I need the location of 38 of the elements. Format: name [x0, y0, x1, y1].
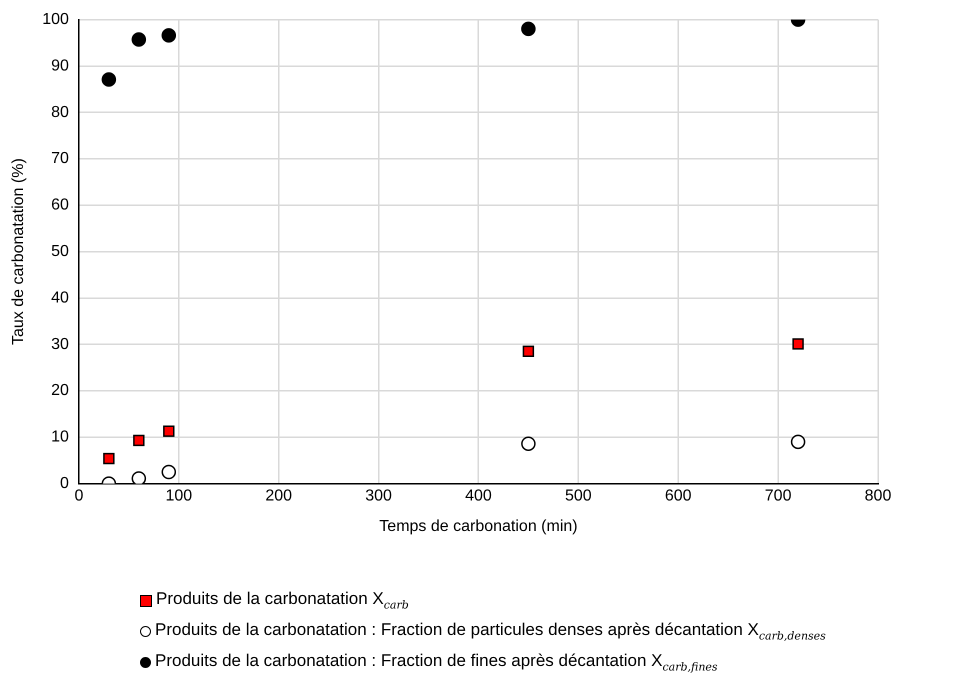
x-tick-label: 400 — [465, 488, 492, 505]
y-tick-label: 40 — [51, 289, 69, 306]
y-tick-label: 100 — [42, 11, 69, 28]
point — [133, 434, 145, 446]
y-tick-label: 80 — [51, 104, 69, 121]
x-tick-label: 300 — [365, 488, 392, 505]
x-axis-title: Temps de carbonation (min) — [379, 518, 578, 535]
y-tick-label: 90 — [51, 57, 69, 74]
point — [162, 28, 176, 43]
x-tick-label: 600 — [664, 488, 692, 505]
y-tick-label: 20 — [51, 382, 69, 400]
legend-label: Produits de la carbonatation : Fraction de fines après décantation X$_{carb,fines}$ — [155, 651, 718, 674]
y-tick-label: 50 — [51, 243, 69, 260]
y-tick-label: 60 — [51, 196, 69, 214]
point — [163, 425, 174, 437]
point — [790, 434, 806, 450]
legend-label: Produits de la carbonatation : Fraction de particules denses après décantation X$_{carb,denses}$ — [155, 620, 826, 643]
legend-label: Produits de la carbonatation X$_{carb}$ — [156, 589, 409, 612]
point — [102, 72, 116, 87]
y-tick-label: 10 — [51, 428, 69, 446]
x-tick-label: 500 — [564, 488, 592, 505]
point — [103, 452, 115, 464]
point — [792, 338, 804, 350]
y-tick-label: 0 — [60, 475, 69, 492]
x-tick-label: 800 — [864, 488, 892, 505]
point — [521, 436, 536, 451]
point — [522, 346, 534, 358]
x-tick-label: 0 — [74, 488, 84, 505]
point — [521, 22, 536, 36]
y-tick-label: 30 — [51, 336, 69, 353]
x-tick-label: 100 — [165, 488, 192, 505]
x-tick-label: 700 — [764, 488, 792, 505]
point — [132, 471, 146, 484]
point — [132, 32, 146, 47]
point — [162, 464, 176, 480]
y-axis-title: Taux de carbonatation (%) — [10, 158, 28, 345]
x-tick-label: 200 — [265, 488, 292, 505]
y-tick-label: 70 — [51, 150, 69, 168]
